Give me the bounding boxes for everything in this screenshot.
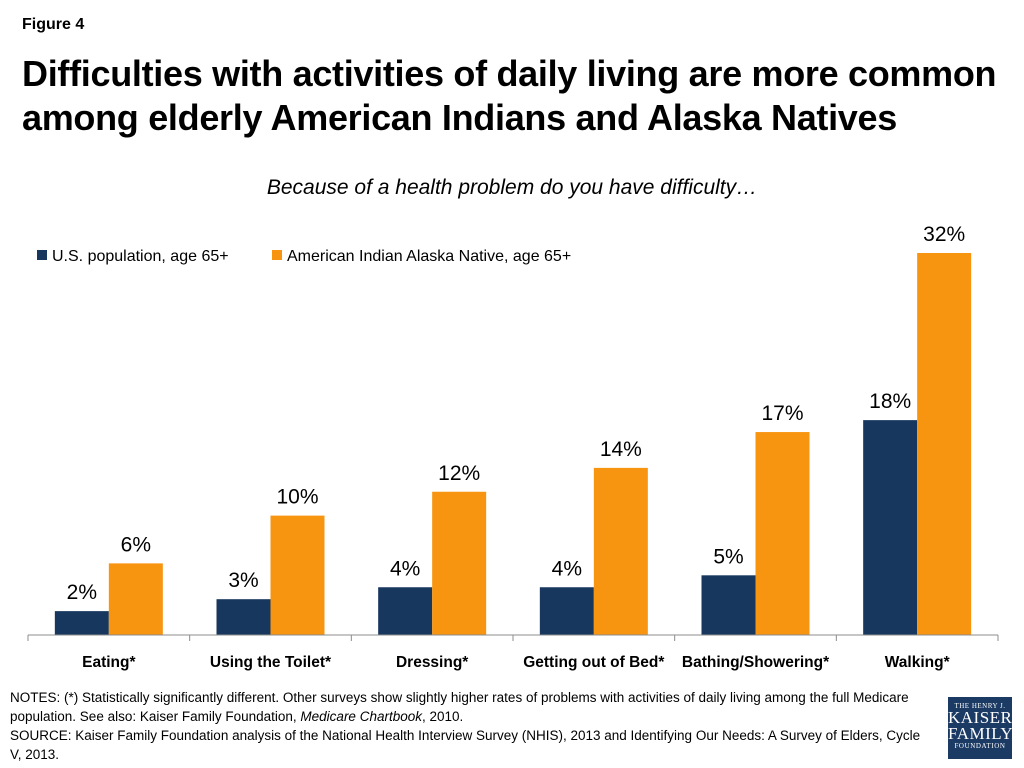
data-label-0-4: 5%	[713, 545, 743, 568]
bar-1-4	[755, 432, 810, 635]
bar-0-2	[378, 587, 433, 635]
bar-1-5	[917, 253, 972, 635]
data-label-0-1: 3%	[228, 569, 258, 592]
chart-subtitle: Because of a health problem do you have …	[266, 176, 758, 199]
category-label-4: Bathing/Showering*	[682, 654, 830, 671]
data-label-1-3: 14%	[600, 438, 642, 461]
logo-line3: FAMILY	[948, 724, 1014, 743]
bar-0-5	[863, 420, 918, 635]
data-label-1-1: 10%	[276, 486, 318, 509]
bar-0-3	[539, 587, 594, 635]
data-label-1-4: 17%	[761, 402, 803, 425]
legend-label-1: American Indian Alaska Native, age 65+	[287, 248, 571, 265]
notes-text-end: , 2010.	[421, 709, 464, 724]
logo-line1: THE HENRY J.	[954, 702, 1006, 710]
bar-1-0	[108, 563, 163, 635]
category-label-1: Using the Toilet*	[210, 654, 332, 671]
bar-1-2	[432, 491, 487, 635]
bar-1-3	[593, 467, 648, 635]
category-label-2: Dressing*	[396, 654, 469, 671]
page-title: Difficulties with activities of daily li…	[22, 53, 997, 138]
legend-swatch-0	[37, 250, 47, 260]
kff-logo: THE HENRY J. KAISER FAMILY FOUNDATION	[948, 697, 1014, 759]
bar-0-1	[216, 599, 271, 635]
logo-line2: KAISER	[948, 708, 1013, 727]
data-label-1-0: 6%	[121, 533, 151, 556]
category-label-3: Getting out of Bed*	[523, 654, 665, 671]
figure-label: Figure 4	[22, 16, 85, 33]
category-label-5: Walking*	[885, 654, 951, 671]
data-label-1-5: 32%	[923, 223, 965, 246]
bar-1-1	[270, 515, 325, 635]
bar-0-4	[701, 575, 756, 635]
bar-chart: U.S. population, age 65+ American Indian …	[27, 223, 999, 671]
data-label-0-0: 2%	[67, 581, 97, 604]
data-label-1-2: 12%	[438, 462, 480, 485]
legend-label-0: U.S. population, age 65+	[52, 248, 229, 265]
notes-text: NOTES: (*) Statistically significantly d…	[10, 690, 909, 724]
bar-0-0	[54, 611, 109, 635]
notes-citation: Medicare Chartbook	[300, 709, 422, 724]
category-label-0: Eating*	[82, 654, 136, 671]
data-label-0-5: 18%	[869, 390, 911, 413]
source-text: SOURCE: Kaiser Family Foundation analysi…	[10, 728, 921, 762]
notes: NOTES: (*) Statistically significantly d…	[10, 688, 930, 764]
legend-swatch-1	[272, 250, 282, 260]
data-label-0-2: 4%	[390, 557, 420, 580]
data-label-0-3: 4%	[552, 557, 582, 580]
logo-line4: FOUNDATION	[954, 742, 1006, 750]
